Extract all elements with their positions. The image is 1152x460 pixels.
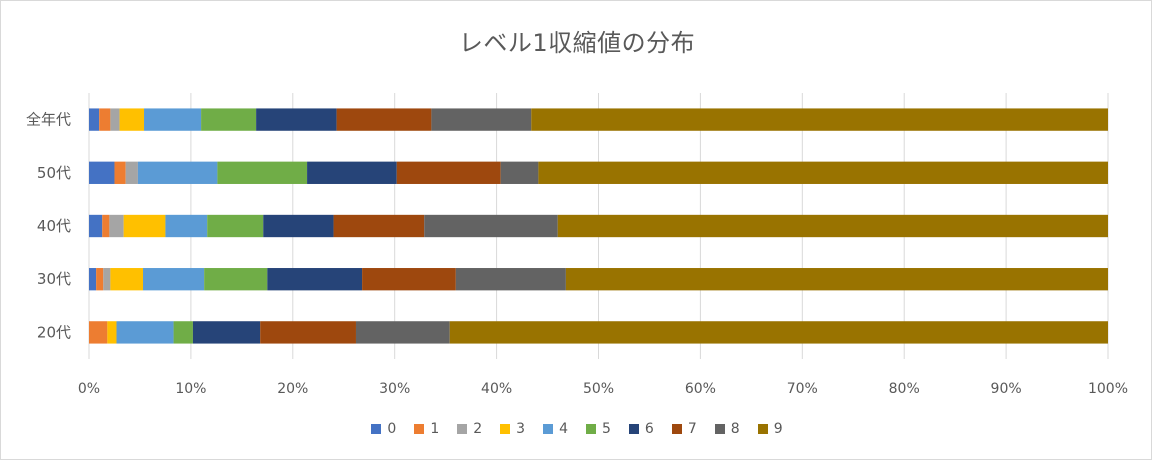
legend-label: 3 (516, 421, 526, 437)
legend-swatch (543, 424, 554, 434)
bar-segment-7 (336, 108, 432, 131)
bar-segment-9 (557, 214, 1108, 238)
legend-swatch (414, 424, 425, 434)
bar-segment-5 (173, 321, 193, 344)
legend-item: 7 (671, 421, 697, 437)
bar-segment-8 (500, 161, 539, 184)
bar-segment-3 (107, 321, 117, 344)
bar-segment-9 (565, 268, 1108, 291)
x-tick-label: 0% (78, 381, 100, 397)
legend-item: 9 (757, 421, 783, 437)
bar-segment-6 (256, 108, 337, 131)
bar-segment-2 (125, 161, 138, 184)
legend-item: 3 (500, 421, 525, 437)
bar-segment-1 (99, 108, 111, 131)
bar-segment-1 (89, 321, 108, 344)
category-label: 40代 (37, 217, 71, 235)
bar-segment-5 (207, 214, 264, 238)
legend-item: 1 (414, 421, 439, 437)
x-tick-label: 50% (583, 381, 614, 397)
category-label: 全年代 (26, 111, 71, 129)
x-tick-label: 80% (889, 381, 920, 397)
category-label: 50代 (37, 164, 71, 182)
legend-label: 7 (687, 421, 697, 437)
x-tick-label: 30% (379, 381, 410, 397)
bar-segment-9 (531, 108, 1108, 131)
bar-segment-7 (396, 161, 501, 184)
legend-swatch (671, 424, 682, 434)
legend-swatch (371, 424, 382, 434)
x-tick-label: 40% (481, 381, 512, 397)
bar-segment-9 (449, 321, 1108, 344)
bar-segment-7 (362, 268, 456, 291)
bar-segment-3 (110, 268, 144, 291)
bar-segment-5 (204, 268, 268, 291)
bar-segment-2 (103, 268, 111, 291)
bar-segment-0 (89, 108, 100, 131)
bar-segment-0 (89, 161, 115, 184)
bar-segment-4 (137, 161, 218, 184)
legend-swatch (628, 424, 639, 434)
legend-label: 2 (473, 421, 483, 437)
bar-segment-7 (333, 214, 425, 238)
x-tick-label: 10% (175, 381, 206, 397)
legend-label: 4 (559, 421, 568, 437)
legend-item: 8 (714, 421, 740, 437)
legend-label: 5 (602, 421, 611, 437)
bar-segment-1 (114, 161, 126, 184)
bar-segment-6 (263, 214, 334, 238)
bar-segment-4 (165, 214, 208, 238)
bar-segment-9 (538, 161, 1108, 184)
bar-segment-5 (217, 161, 308, 184)
bar-segment-0 (89, 214, 103, 238)
legend-item: 5 (586, 421, 611, 437)
x-tick-label: 20% (277, 381, 308, 397)
bar-segment-3 (123, 214, 166, 238)
chart-plot-area: 0% 10% 20% 30% 40% 50% 60% 70% 80% 90% 100% 全年代 50代 4… (26, 93, 1128, 397)
legend-label: 9 (773, 421, 783, 437)
legend-label: 6 (644, 421, 654, 437)
legend-swatch (457, 424, 468, 434)
bar-segment-8 (355, 321, 450, 344)
bar-segment-6 (192, 321, 261, 344)
bar-segment-5 (201, 108, 257, 131)
x-tick-label: 60% (685, 381, 716, 397)
bar-segment-2 (110, 108, 120, 131)
legend-swatch (586, 424, 596, 434)
legend-swatch (757, 424, 768, 434)
bar-segment-3 (119, 108, 145, 131)
category-label: 30代 (37, 270, 71, 288)
category-label: 20代 (37, 323, 71, 341)
bar-segment-8 (431, 108, 532, 131)
bar-segment-6 (267, 268, 363, 291)
chart-title: レベル1収縮値の分布 (458, 29, 696, 57)
legend-label: 8 (730, 421, 740, 437)
legend-label: 1 (430, 421, 440, 437)
bar-segment-4 (116, 321, 174, 344)
bar-segment-2 (109, 214, 124, 238)
bar-segment-1 (102, 214, 110, 238)
legend-swatch (500, 424, 511, 434)
x-tick-label: 90% (991, 381, 1022, 397)
legend-label: 0 (387, 421, 397, 437)
legend-swatch (714, 424, 725, 434)
chart-legend: 0 1 2 3 4 5 6 7 8 9 (1, 421, 1152, 437)
bar-segment-0 (89, 268, 97, 291)
legend-item: 0 (371, 421, 396, 437)
bar-segment-8 (455, 268, 566, 291)
legend-item: 6 (628, 421, 654, 437)
bar-segment-6 (307, 161, 397, 184)
legend-item: 4 (543, 421, 568, 437)
x-tick-label: 70% (787, 381, 818, 397)
legend-item: 2 (457, 421, 482, 437)
bar-segment-1 (96, 268, 104, 291)
bar-segment-7 (260, 321, 356, 344)
bar-segment-4 (144, 108, 202, 131)
bar-segment-4 (143, 268, 205, 291)
x-tick-label: 100% (1088, 381, 1128, 397)
bar-segment-8 (424, 214, 558, 238)
